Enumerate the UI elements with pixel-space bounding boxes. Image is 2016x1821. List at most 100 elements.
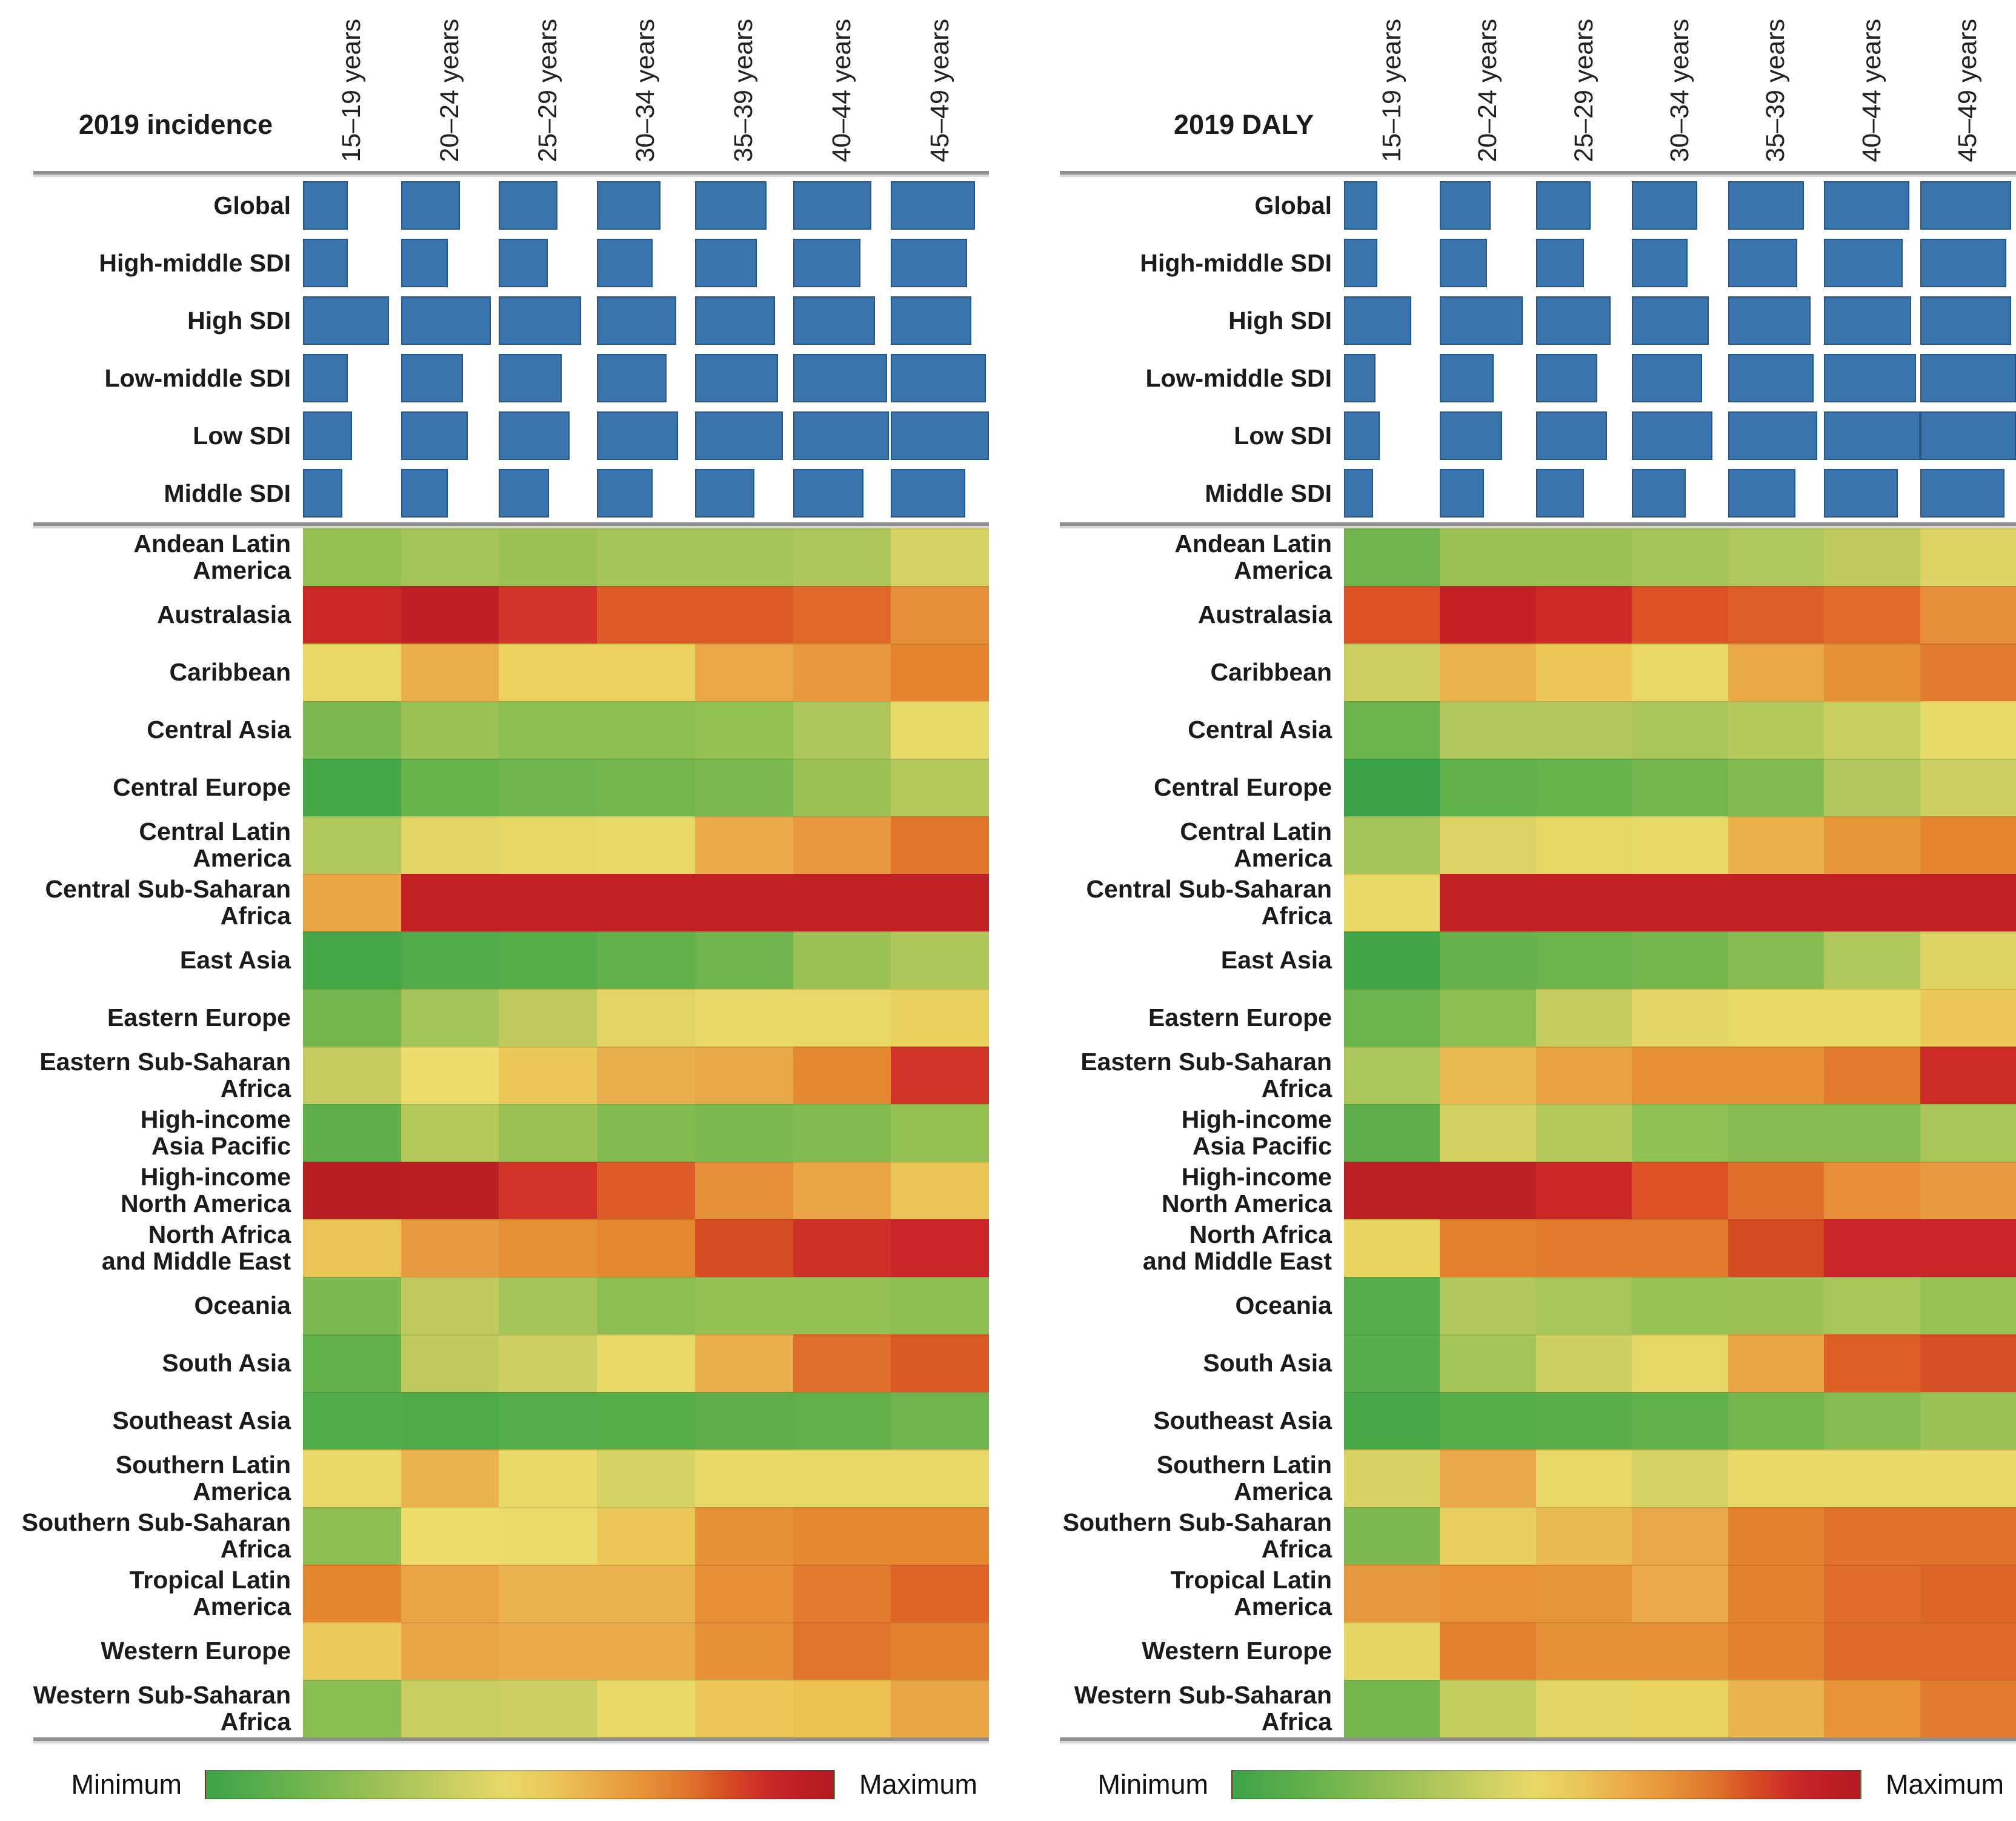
heatmap-cell	[1535, 989, 1632, 1047]
heatmap-cell	[1440, 1565, 1536, 1622]
heatmap-cell	[694, 1507, 793, 1565]
region-heatmap-row: South Asia	[0, 1334, 989, 1392]
heatmap-cell	[694, 1047, 793, 1104]
age-group-label: 15–19 years	[337, 19, 367, 162]
heatmap-cell	[597, 1334, 695, 1392]
heatmap-cell	[1344, 759, 1440, 816]
bar-cell	[1824, 407, 1920, 465]
heatmap-cell	[1440, 1622, 1536, 1680]
bar-cell	[1535, 407, 1632, 465]
sdi-bar-row: High SDI	[0, 292, 989, 350]
heatmap-cell	[1535, 1392, 1632, 1450]
heatmap-cell	[499, 1162, 597, 1219]
region-heatmap-row: North Africa and Middle East	[0, 1219, 989, 1277]
sdi-row-label: High-middle SDI	[99, 248, 291, 277]
heatmap-cell	[1824, 1450, 1920, 1507]
heatmap-cell	[303, 1334, 401, 1392]
heatmap-cell	[1632, 816, 1728, 874]
region-row-label: Southern Latin America	[1156, 1451, 1332, 1505]
region-row-label: Andean Latin America	[1174, 530, 1332, 584]
region-row-label: Tropical Latin America	[129, 1566, 291, 1620]
heatmap-cell	[401, 1450, 499, 1507]
heatmap-cell	[1920, 931, 2016, 989]
heatmap-cell	[891, 989, 989, 1047]
heatmap-cell	[303, 931, 401, 989]
heatmap-cell	[1535, 586, 1632, 644]
value-bar	[1344, 469, 1373, 518]
bar-cell	[1535, 465, 1632, 522]
bar-cell	[1440, 407, 1535, 465]
value-bar	[1728, 469, 1795, 518]
heatmap-cell	[1824, 1277, 1920, 1334]
heatmap-cell	[1824, 1622, 1920, 1680]
region-heatmap-row: Southern Latin America	[0, 1450, 989, 1507]
value-bar	[1440, 296, 1523, 345]
heatmap-cell	[1920, 1277, 2016, 1334]
heatmap-cell	[1728, 1047, 1825, 1104]
sdi-row-label: Global	[213, 191, 291, 219]
heatmap-cell	[1920, 644, 2016, 701]
region-row-label: Western Sub-Saharan Africa	[1074, 1681, 1332, 1736]
heatmap-cell	[1440, 1450, 1536, 1507]
value-bar	[1632, 181, 1697, 230]
age-column-header: 45–49 years	[891, 0, 989, 171]
bar-cell	[1632, 177, 1728, 235]
region-row-label: East Asia	[1220, 945, 1332, 974]
bar-cell	[1632, 235, 1728, 292]
value-bar	[793, 181, 871, 230]
bar-cell	[499, 177, 597, 235]
heatmap-cell	[1440, 816, 1536, 874]
heatmap-cell	[1535, 816, 1632, 874]
bar-cell	[499, 465, 597, 522]
heatmap-cell	[1920, 1622, 2016, 1680]
heatmap-cell	[1344, 874, 1440, 931]
bar-cell	[793, 235, 891, 292]
heatmap-cell	[303, 1219, 401, 1277]
heatmap-cell	[793, 1680, 891, 1737]
heatmap-cell	[1632, 528, 1728, 586]
heatmap-cell	[1920, 1104, 2016, 1162]
region-row-label: Central Asia	[147, 715, 291, 744]
value-bar	[891, 411, 989, 460]
heatmap-cell	[1344, 1565, 1440, 1622]
heatmap-cell	[303, 1565, 401, 1622]
heatmap-cell	[694, 1565, 793, 1622]
age-group-label: 20–24 years	[1473, 19, 1503, 162]
heatmap-cell	[1824, 1392, 1920, 1450]
heatmap-cell	[793, 989, 891, 1047]
heatmap-cell	[1728, 931, 1825, 989]
panel-incidence: 2019 incidence 15–19 years 20–24 years 25–…	[0, 0, 989, 1817]
heatmap-cell	[1632, 1565, 1728, 1622]
heatmap-cell	[1824, 874, 1920, 931]
heatmap-cell	[1344, 1162, 1440, 1219]
region-row-label: Southern Sub-Saharan Africa	[21, 1508, 291, 1563]
age-group-label: 30–34 years	[1665, 19, 1694, 162]
value-bar	[401, 469, 448, 518]
region-heatmap-row: High-income Asia Pacific	[1026, 1104, 2016, 1162]
sdi-bar-row: High-middle SDI	[0, 235, 989, 292]
age-column-header: 30–34 years	[1632, 0, 1728, 171]
sdi-row-label: Global	[1254, 191, 1332, 219]
heatmap-cell	[499, 1622, 597, 1680]
heatmap-cell	[303, 1392, 401, 1450]
region-row-label: Tropical Latin America	[1170, 1566, 1332, 1620]
legend-max-label: Maximum	[1886, 1769, 2004, 1800]
divider-line	[33, 1737, 989, 1743]
bar-cell	[1440, 465, 1535, 522]
region-row-label: Western Europe	[101, 1636, 291, 1665]
heatmap-cell	[401, 528, 499, 586]
sdi-bar-row: Low SDI	[1026, 407, 2016, 465]
age-group-label: 35–39 years	[1761, 19, 1791, 162]
heatmap-cell	[1728, 1507, 1825, 1565]
region-heatmap-row: Southern Latin America	[1026, 1450, 2016, 1507]
heatmap-cell	[694, 759, 793, 816]
heatmap-cell	[401, 586, 499, 644]
age-column-header: 40–44 years	[1824, 0, 1920, 171]
heatmap-cell	[1824, 701, 1920, 759]
heatmap-cell	[1632, 1680, 1728, 1737]
value-bar	[1728, 181, 1804, 230]
heatmap-cell	[1632, 701, 1728, 759]
heatmap-cell	[1440, 701, 1536, 759]
value-bar	[1535, 296, 1611, 345]
incidence-title-cell: 2019 incidence	[0, 0, 303, 171]
